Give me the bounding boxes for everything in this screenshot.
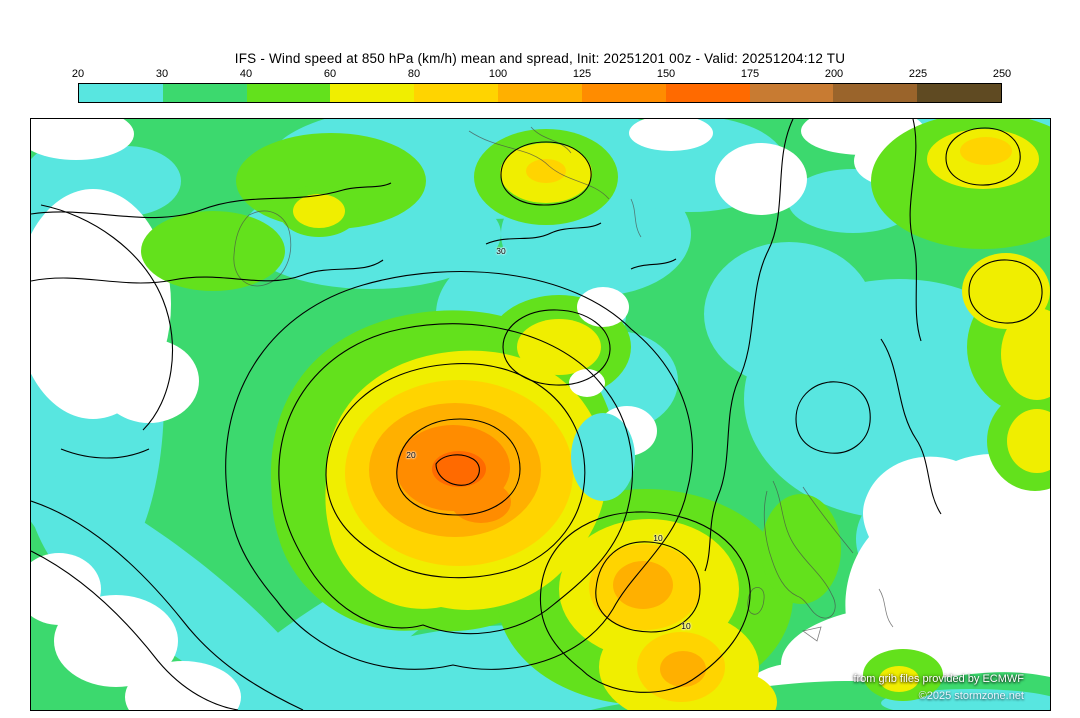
colorbar-tick: 80 [407, 68, 421, 80]
colorbar-tick: 250 [992, 68, 1012, 80]
attribution-copyright: ©2025 stormzone.net [918, 689, 1024, 702]
colorbar-bar [78, 83, 1002, 103]
colorbar-tick: 100 [488, 68, 508, 80]
colorbar-segment [917, 84, 1001, 102]
map-frame: from grib files provided by ECMWF ©2025 … [30, 118, 1051, 711]
colorbar-tick: 225 [908, 68, 928, 80]
colorbar-tick: 60 [323, 68, 337, 80]
colorbar-segment [162, 84, 247, 102]
colorbar-tick: 20 [71, 68, 85, 80]
colorbar-segment [79, 84, 163, 102]
colorbar-tick: 150 [656, 68, 676, 80]
colorbar-segment [330, 84, 415, 102]
colorbar-segment [414, 84, 499, 102]
colorbar-tick: 30 [155, 68, 169, 80]
attribution: from grib files provided by ECMWF ©2025 … [853, 671, 1024, 704]
colorbar-segment [833, 84, 918, 102]
wind-speed-fill-layer [31, 119, 1050, 710]
attribution-provider: from grib files provided by ECMWF [853, 673, 1024, 685]
colorbar-tick: 125 [572, 68, 592, 80]
colorbar-segment [498, 84, 582, 102]
colorbar-segment [665, 84, 750, 102]
colorbar-tick: 175 [740, 68, 760, 80]
colorbar: 20 30 40 60 80 100 125 150 175 200 225 250 [72, 68, 1011, 103]
chart-title: IFS - Wind speed at 850 hPa (km/h) mean … [234, 51, 846, 66]
spread-contour-layer [31, 119, 1043, 710]
colorbar-tick: 40 [239, 68, 253, 80]
colorbar-ticks: 20 30 40 60 80 100 125 150 175 200 225 250 [72, 68, 1011, 81]
colorbar-tick: 200 [824, 68, 844, 80]
colorbar-segment [749, 84, 834, 102]
coastline-layer [233, 126, 894, 642]
colorbar-segment [246, 84, 331, 102]
wind-field-map [31, 119, 1050, 710]
colorbar-segment [581, 84, 666, 102]
